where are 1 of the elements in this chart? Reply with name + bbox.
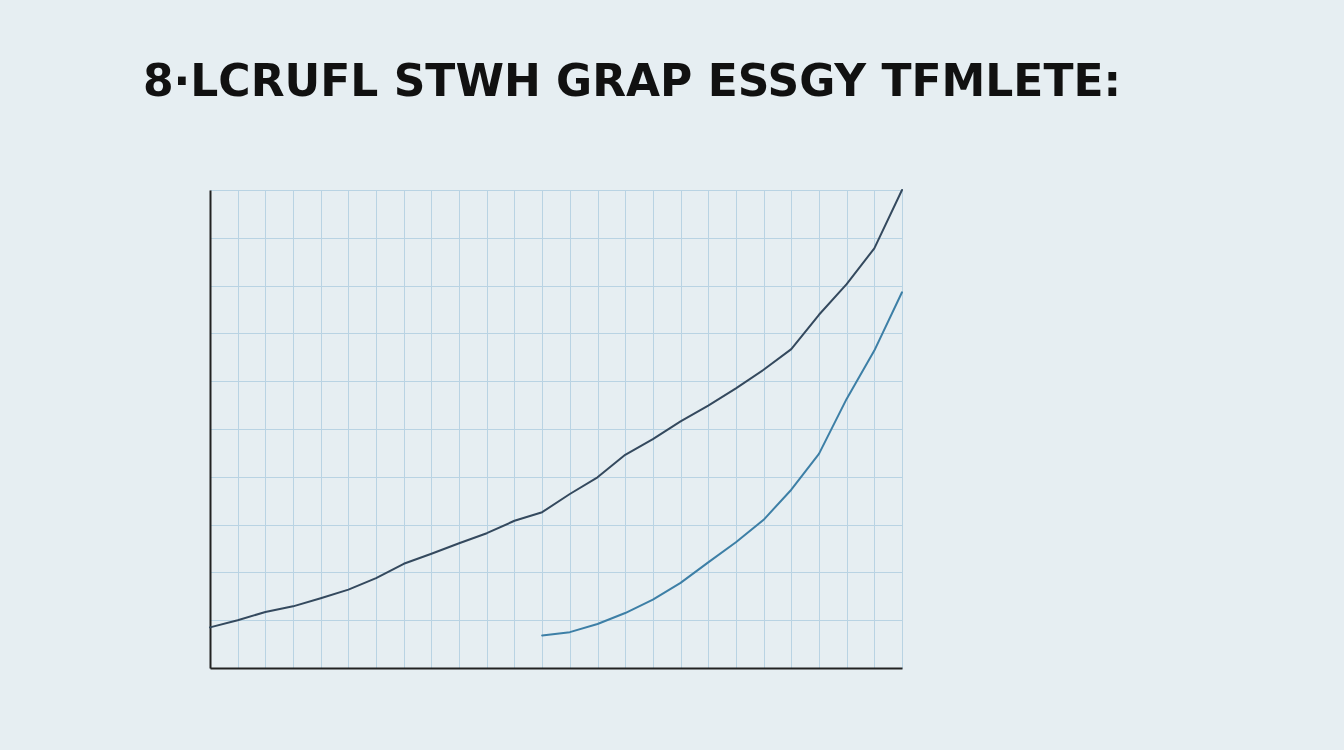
chart-title: 8·LCRUFL STWH GRAP ESSGY TFMLETE:	[143, 55, 1122, 106]
